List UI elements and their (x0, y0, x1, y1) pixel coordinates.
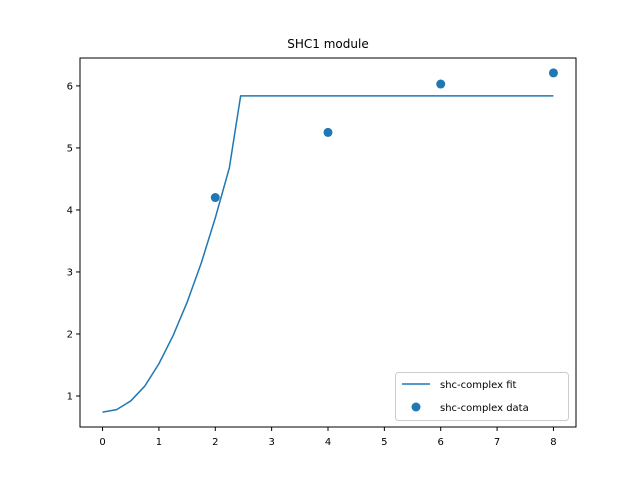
x-tick-label: 0 (99, 437, 105, 448)
legend: shc-complex fit shc-complex data (395, 372, 569, 421)
axis-layer: 0 1 2 3 4 5 6 7 8 1 2 3 4 5 6 (67, 81, 557, 448)
y-tick-label: 3 (67, 267, 73, 278)
chart-title: SHC1 module (287, 37, 368, 51)
x-tick-label: 4 (325, 437, 331, 448)
y-tick-label: 4 (67, 205, 73, 216)
x-tick-label: 7 (494, 437, 500, 448)
x-tick-label: 8 (550, 437, 556, 448)
data-point (548, 68, 558, 78)
y-tick-label: 6 (67, 81, 73, 92)
x-tick-label: 3 (268, 437, 274, 448)
series-layer (102, 68, 558, 413)
legend-fit-label: shc-complex fit (440, 380, 517, 391)
x-tick-label: 1 (156, 437, 162, 448)
x-tick-label: 2 (212, 437, 218, 448)
data-point (210, 193, 220, 203)
legend-data-label: shc-complex data (440, 403, 529, 414)
y-tick-label: 2 (67, 329, 73, 340)
legend-box (395, 372, 569, 421)
y-tick-label: 5 (67, 143, 73, 154)
fit-series-line (102, 95, 554, 413)
y-tick-label: 1 (67, 391, 73, 402)
plot-area (80, 58, 576, 427)
x-tick-label: 5 (381, 437, 387, 448)
x-tick-label: 6 (438, 437, 444, 448)
plot-frame (79, 57, 577, 428)
legend-data-swatch (411, 402, 421, 412)
data-point (323, 127, 333, 137)
data-point (436, 79, 446, 89)
